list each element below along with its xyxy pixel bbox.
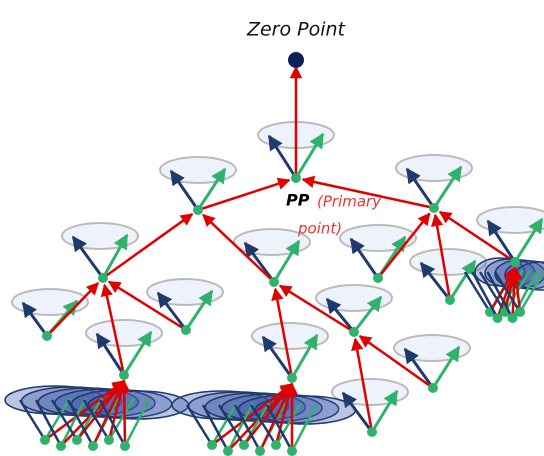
node bbox=[445, 295, 455, 305]
node bbox=[428, 383, 438, 393]
pp-label-line1: (Primary bbox=[317, 193, 382, 211]
node bbox=[287, 373, 297, 383]
node bbox=[181, 325, 191, 335]
node bbox=[119, 370, 129, 380]
node bbox=[429, 203, 439, 213]
title: Zero Point bbox=[246, 19, 347, 41]
cluster-node bbox=[271, 440, 281, 450]
pp-label: PP bbox=[286, 191, 310, 210]
node bbox=[373, 273, 383, 283]
cluster-edge bbox=[124, 381, 125, 446]
graph bbox=[5, 52, 544, 456]
cluster-node bbox=[239, 440, 249, 450]
cluster-node bbox=[120, 441, 130, 451]
zero-point bbox=[288, 52, 304, 68]
diagram: Zero Point PP (Primary point) bbox=[0, 0, 544, 456]
cluster-node bbox=[207, 440, 217, 450]
node bbox=[269, 277, 279, 287]
node bbox=[42, 331, 52, 341]
node bbox=[193, 205, 203, 215]
cluster-node bbox=[88, 441, 98, 451]
cluster-node bbox=[223, 446, 233, 456]
node bbox=[349, 327, 359, 337]
node bbox=[510, 257, 520, 267]
cluster-node bbox=[287, 446, 297, 456]
cluster-node bbox=[104, 435, 114, 445]
cluster-node bbox=[255, 446, 265, 456]
node bbox=[98, 273, 108, 283]
cluster-node bbox=[515, 307, 525, 317]
node bbox=[367, 427, 377, 437]
cluster-node bbox=[72, 435, 82, 445]
node bbox=[291, 173, 301, 183]
cluster-node bbox=[40, 435, 50, 445]
edge bbox=[198, 180, 289, 210]
pp-label-line2: point) bbox=[297, 220, 342, 238]
cluster-node bbox=[56, 441, 66, 451]
